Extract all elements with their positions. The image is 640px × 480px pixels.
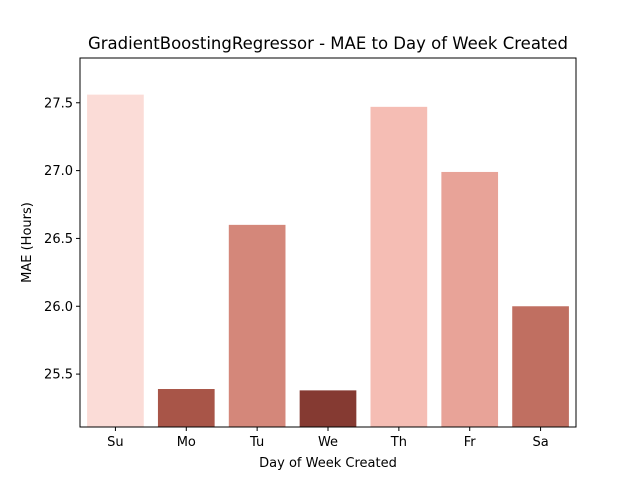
x-tick-label-fr: Fr [464, 435, 477, 450]
chart-title: GradientBoostingRegressor - MAE to Day o… [88, 34, 568, 53]
y-tick-label: 27.5 [44, 96, 73, 111]
plot-frame [79, 57, 577, 428]
x-axis: Su Mo Tu We Th Fr Sa [107, 427, 549, 450]
bar-we [299, 390, 357, 427]
x-tick-label-mo: Mo [177, 435, 196, 450]
y-tick-label: 26.0 [44, 300, 73, 315]
x-tick-label-sa: Sa [532, 435, 548, 450]
bar-tu [228, 224, 286, 427]
x-tick-label-tu: Tu [249, 435, 264, 450]
bars-group [87, 94, 569, 428]
x-tick-label-we: We [318, 435, 338, 450]
x-tick-label-su: Su [107, 435, 124, 450]
y-tick-label: 26.5 [44, 232, 73, 247]
bar-mo [157, 389, 215, 427]
bar-sa [512, 306, 569, 427]
y-axis: 25.5 26.0 26.5 27.0 27.5 [44, 96, 80, 383]
x-tick-label-th: Th [390, 435, 407, 450]
bar-fr [441, 171, 499, 427]
y-axis-label: MAE (Hours) [20, 202, 35, 283]
bar-th [370, 106, 428, 428]
x-axis-label: Day of Week Created [259, 456, 397, 471]
bar-su [87, 94, 144, 428]
y-tick-label: 25.5 [44, 368, 73, 383]
y-tick-label: 27.0 [44, 164, 73, 179]
